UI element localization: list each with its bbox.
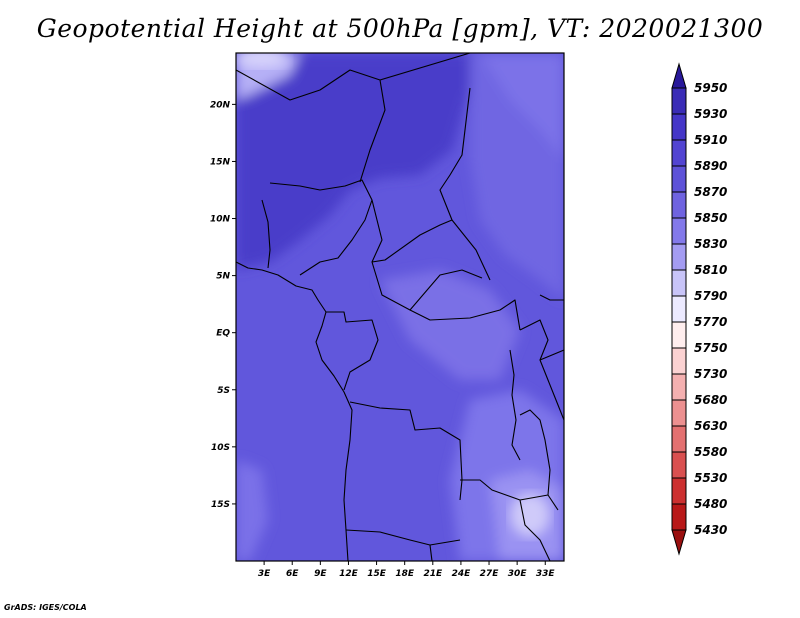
field-central [380, 270, 520, 380]
boundaries [236, 53, 564, 561]
colorbar-label: 5680 [694, 393, 727, 407]
colorbar-label: 5630 [694, 419, 727, 433]
colorbar-segment [671, 451, 687, 479]
longitude-axis: 3E 6E 9E 12E 15E 18E 21E 24E 27E 30E 33E [258, 561, 556, 579]
border-north-1 [236, 69, 386, 183]
border-zambia [460, 479, 559, 511]
border-cameroon [371, 199, 483, 311]
border-car [371, 219, 453, 263]
lat-tick-label: 15N [210, 157, 231, 167]
lat-tick-label: 10S [211, 443, 230, 453]
lat-tick-label: 5N [216, 272, 230, 282]
lat-tick-label: 10N [210, 215, 231, 225]
map-title: Geopotential Height at 500hPa [gpm], VT:… [36, 14, 764, 43]
colorbar-segment [671, 87, 687, 115]
border-drc-north [409, 299, 521, 331]
colorbar-label: 5790 [694, 289, 727, 303]
coastline-west-africa [236, 261, 353, 561]
lon-tick-label: 12E [339, 569, 359, 579]
colorbar-label: 5910 [694, 133, 727, 147]
colorbar-segment [671, 321, 687, 349]
latitude-axis: 20N 15N 10N 5N EQ 5S 10S 15S [210, 100, 236, 510]
border-east-africa [539, 294, 564, 301]
colorbar-segment [671, 295, 687, 323]
border-namibia [429, 544, 433, 561]
lat-tick-label: 20N [210, 100, 231, 110]
colorbar-segment [671, 269, 687, 297]
border-gabon-congo [326, 311, 379, 391]
lat-tick-label: 15S [211, 500, 230, 510]
field-se-bright [510, 493, 550, 537]
colorbar-label: 5730 [694, 367, 727, 381]
colorbar-segment [671, 113, 687, 141]
border-uganda-kenya [519, 319, 564, 361]
colorbar-segment [671, 139, 687, 167]
colorbar-segment [671, 347, 687, 375]
colorbar-segment [671, 477, 687, 505]
border-lakes [509, 349, 521, 461]
colorbar-top-arrow [671, 62, 687, 89]
colorbar-label: 5810 [694, 263, 727, 277]
lat-tick-label: 5S [217, 386, 230, 396]
lon-tick-label: 9E [314, 569, 327, 579]
plot-frame [235, 52, 565, 562]
colorbar-label: 5890 [694, 159, 727, 173]
colorbar-label: 5530 [694, 471, 727, 485]
grads-credit: GrADS: IGES/COLA [4, 603, 87, 612]
lon-tick-label: 21E [423, 569, 443, 579]
border-niger-benin [261, 199, 271, 269]
colorbar-segment [671, 165, 687, 193]
border-zimbabwe [519, 499, 551, 561]
colorbar-label: 5930 [694, 107, 727, 121]
field-northeast-light [480, 53, 564, 160]
colorbar-segment [671, 373, 687, 401]
colorbar-label: 5430 [694, 523, 727, 537]
colorbar-label: 5750 [694, 341, 727, 355]
colorbar-label: 5850 [694, 211, 727, 225]
lon-tick-label: 15E [367, 569, 387, 579]
field-nw-bright [236, 53, 288, 68]
field-high-north [236, 53, 470, 270]
colorbar-label: 5870 [694, 185, 727, 199]
colorbar-label: 5480 [694, 497, 727, 511]
colorbar-label: 5580 [694, 445, 727, 459]
colorbar-segment [671, 191, 687, 219]
colorbar-label: 5830 [694, 237, 727, 251]
border-tanzania [539, 359, 564, 421]
colorbar-segment [671, 217, 687, 245]
colorbar-bottom-arrow [671, 529, 687, 556]
lon-tick-label: 24E [452, 569, 472, 579]
lon-tick-label: 30E [508, 569, 528, 579]
colorbar-segment [671, 399, 687, 427]
colorbar: 5950 5930 5910 5890 5870 5850 5830 5810 5790 5770… [671, 62, 727, 556]
border-chad-sudan [439, 87, 491, 281]
colorbar-label: 5770 [694, 315, 727, 329]
height-field [236, 53, 564, 561]
border-angola-south [345, 529, 461, 546]
colorbar-label: 5950 [694, 81, 727, 95]
lon-tick-label: 6E [286, 569, 299, 579]
border-mozambique [519, 409, 551, 496]
lon-tick-label: 27E [480, 569, 500, 579]
lon-tick-label: 3E [258, 569, 271, 579]
border-angola [349, 401, 463, 501]
border-north-2 [379, 53, 471, 81]
colorbar-segment [671, 243, 687, 271]
colorbar-segment [671, 503, 687, 531]
field-southwest [236, 460, 268, 561]
lon-tick-label: 33E [536, 569, 556, 579]
lon-tick-label: 18E [395, 569, 415, 579]
lat-tick-label: EQ [216, 329, 230, 339]
colorbar-segment [671, 425, 687, 453]
